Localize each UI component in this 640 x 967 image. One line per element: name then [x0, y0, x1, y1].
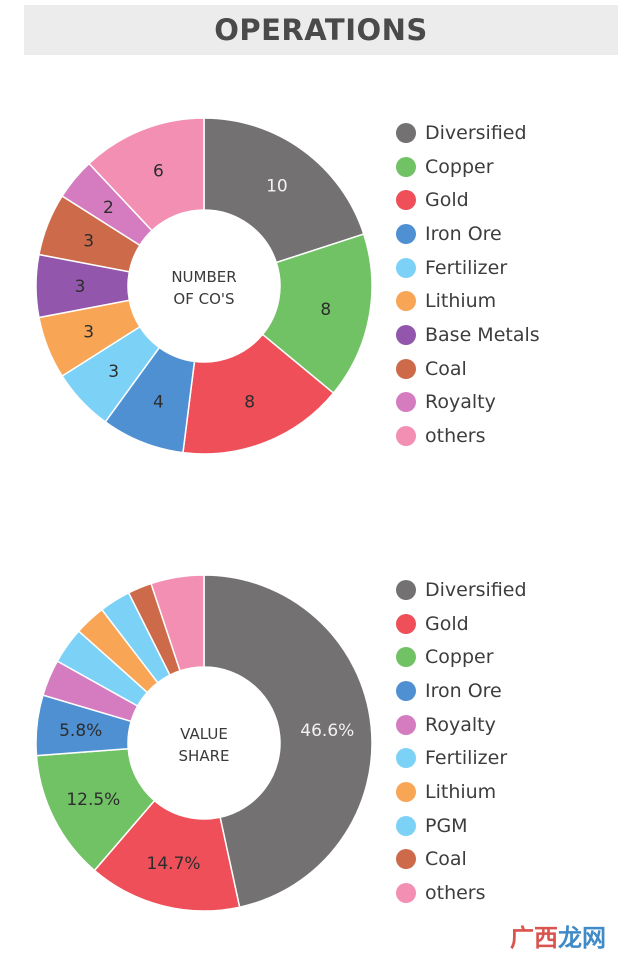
- center-label-line-2: OF CO'S: [173, 290, 234, 308]
- legend-item-royalty: Royalty: [396, 708, 527, 742]
- legend-label-royalty: Royalty: [425, 391, 496, 414]
- legend-swatch-diversified: [396, 579, 416, 600]
- legend-label-diversified: Diversified: [425, 121, 527, 144]
- slice-copper: [261, 233, 373, 395]
- legend-item-gold: Gold: [396, 607, 527, 641]
- legend-item-lithium: Lithium: [396, 775, 527, 809]
- legend-swatch-others: [396, 426, 416, 447]
- slice-diversified: [203, 117, 365, 264]
- data-label-coal: 3: [83, 231, 94, 251]
- data-label-fertilizer: 3: [108, 362, 119, 382]
- legend-item-lithium: Lithium: [396, 284, 540, 318]
- legend-swatch-coal: [396, 358, 416, 379]
- legend-swatch-pgm: [396, 815, 416, 836]
- legend-swatch-lithium: [396, 781, 416, 802]
- data-label-lithium: 3: [83, 323, 94, 343]
- legend-label-gold: Gold: [425, 189, 469, 212]
- legend-label-diversified: Diversified: [425, 578, 527, 601]
- slice-others: [87, 117, 205, 232]
- legend-label-gold: Gold: [425, 612, 469, 635]
- legend-label-copper: Copper: [425, 646, 494, 669]
- legend-swatch-iron-ore: [396, 680, 416, 701]
- legend-label-others: others: [425, 425, 486, 448]
- legend-item-others: others: [396, 419, 540, 453]
- legend-label-lithium: Lithium: [425, 780, 497, 803]
- data-label-others: 6: [153, 162, 164, 182]
- legend-value-share: Diversified Gold Copper Iron Ore Royalty Fert…: [396, 573, 527, 910]
- legend-item-diversified: Diversified: [396, 116, 540, 150]
- legend-swatch-gold: [396, 613, 416, 634]
- legend-number-of-cos: Diversified Copper Gold Iron Ore Fertilizer L…: [396, 116, 540, 453]
- legend-label-base-metals: Base Metals: [425, 323, 540, 346]
- legend-swatch-royalty: [396, 714, 416, 735]
- watermark: 广西龙网: [510, 918, 606, 953]
- legend-swatch-base-metals: [396, 324, 416, 345]
- legend-item-fertilizer: Fertilizer: [396, 741, 527, 775]
- data-label-copper: 12.5%: [66, 790, 120, 810]
- data-label-diversified: 10: [266, 177, 288, 197]
- legend-label-royalty: Royalty: [425, 713, 496, 736]
- data-label-iron-ore: 5.8%: [59, 721, 102, 741]
- legend-item-others: others: [396, 876, 527, 910]
- legend-item-base-metals: Base Metals: [396, 318, 540, 352]
- data-label-royalty: 2: [103, 198, 114, 218]
- legend-item-gold: Gold: [396, 183, 540, 217]
- legend-swatch-diversified: [396, 122, 416, 143]
- watermark-part2: 龙网: [558, 924, 606, 952]
- center-label-line-1: NUMBER: [171, 268, 236, 286]
- data-label-iron-ore: 4: [153, 392, 164, 412]
- legend-swatch-copper: [396, 647, 416, 668]
- legend-label-fertilizer: Fertilizer: [425, 256, 508, 279]
- legend-label-lithium: Lithium: [425, 290, 497, 313]
- legend-label-copper: Copper: [425, 155, 494, 178]
- legend-label-coal: Coal: [425, 848, 467, 871]
- legend-item-fertilizer: Fertilizer: [396, 251, 540, 285]
- legend-swatch-iron-ore: [396, 223, 416, 244]
- center-label-line-2: SHARE: [179, 747, 230, 765]
- legend-item-coal: Coal: [396, 843, 527, 877]
- legend-swatch-gold: [396, 190, 416, 211]
- data-label-copper: 8: [320, 300, 331, 320]
- header-bar: OPERATIONS: [24, 5, 618, 55]
- slice-others: [150, 574, 205, 672]
- legend-item-copper: Copper: [396, 640, 527, 674]
- legend-item-diversified: Diversified: [396, 573, 527, 607]
- data-label-gold: 14.7%: [147, 854, 201, 874]
- slice-gold: [182, 333, 335, 455]
- legend-item-copper: Copper: [396, 150, 540, 184]
- legend-swatch-copper: [396, 156, 416, 177]
- legend-label-fertilizer: Fertilizer: [425, 747, 508, 770]
- slice-diversified: [203, 574, 373, 909]
- legend-swatch-fertilizer: [396, 748, 416, 769]
- legend-item-pgm: PGM: [396, 809, 527, 843]
- legend-swatch-coal: [396, 849, 416, 870]
- legend-item-coal: Coal: [396, 352, 540, 386]
- legend-label-pgm: PGM: [425, 814, 468, 837]
- center-label-line-1: VALUE: [180, 725, 228, 743]
- watermark-part1: 广西: [510, 924, 558, 952]
- legend-swatch-royalty: [396, 392, 416, 413]
- data-label-diversified: 46.6%: [300, 721, 354, 741]
- legend-label-others: others: [425, 882, 486, 905]
- page-title: OPERATIONS: [214, 13, 428, 47]
- legend-item-iron-ore: Iron Ore: [396, 674, 527, 708]
- legend-label-iron-ore: Iron Ore: [425, 679, 502, 702]
- legend-label-coal: Coal: [425, 357, 467, 380]
- legend-item-iron-ore: Iron Ore: [396, 217, 540, 251]
- data-label-base-metals: 3: [75, 277, 86, 297]
- legend-swatch-fertilizer: [396, 257, 416, 278]
- donut-chart-value-share: 46.6% 14.7% 12.5% 5.8% VALUE SHARE: [35, 574, 373, 912]
- legend-swatch-others: [396, 883, 416, 904]
- legend-label-iron-ore: Iron Ore: [425, 222, 502, 245]
- legend-swatch-lithium: [396, 291, 416, 312]
- legend-item-royalty: Royalty: [396, 386, 540, 420]
- data-label-gold: 8: [244, 392, 255, 412]
